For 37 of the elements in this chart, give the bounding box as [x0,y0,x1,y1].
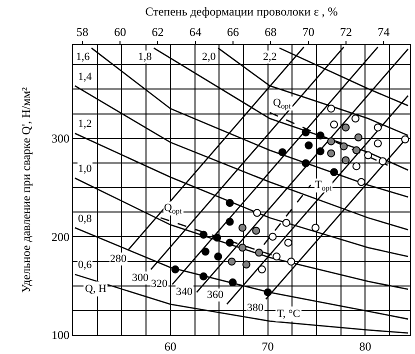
annotation: T, °C [277,308,300,320]
x2-tick-label: 60 [114,25,126,40]
series-label: 1,6 [76,51,90,63]
y-tick-label: 100 [52,328,70,342]
series-label: 0,6 [78,259,92,271]
x-tick-label: 80 [359,340,372,354]
series-label: 2,2 [263,51,277,63]
x-tick-label: 70 [262,340,274,354]
x2-tick-label: 64 [189,25,202,40]
series-label: Q$_{opt}$ [273,97,292,110]
series-label: 2,0 [202,51,216,63]
x2-tick-label: 68 [264,25,277,40]
series-label: 0,8 [78,213,92,225]
series-label: 280 [110,253,127,265]
x2-tick-label: 74 [378,25,390,40]
x2-tick-label: 58 [76,25,88,40]
series-label: 1,8 [138,51,152,63]
series-label: 300 [132,272,149,284]
series-label: 1,4 [78,71,92,83]
series-label: 1,0 [78,163,92,175]
y-tick-label: 200 [52,230,70,244]
series-label: 380 [247,302,264,314]
series-label: 360 [207,289,224,301]
annotation: Q, Н [85,283,106,295]
x2-tick-label: 70 [302,25,314,40]
series-label: 1,2 [78,118,92,130]
x2-tick-label: 72 [340,25,352,40]
x2-tick-label: 66 [227,25,240,40]
x2-axis-title: Степень деформации проволоки ε , % [145,4,338,18]
y-axis-title: Удельное давление при сварке Q', Н/мм² [18,86,33,293]
x2-tick-label: 62 [152,25,164,40]
series-label: 340 [176,286,193,298]
x-tick-label: 60 [164,340,176,354]
series-label: T$_{opt}$ [315,179,332,192]
series-label: Q$_{opt}$ [164,202,183,216]
y-tick-label: 300 [52,132,70,146]
series-label: 320 [151,278,168,290]
